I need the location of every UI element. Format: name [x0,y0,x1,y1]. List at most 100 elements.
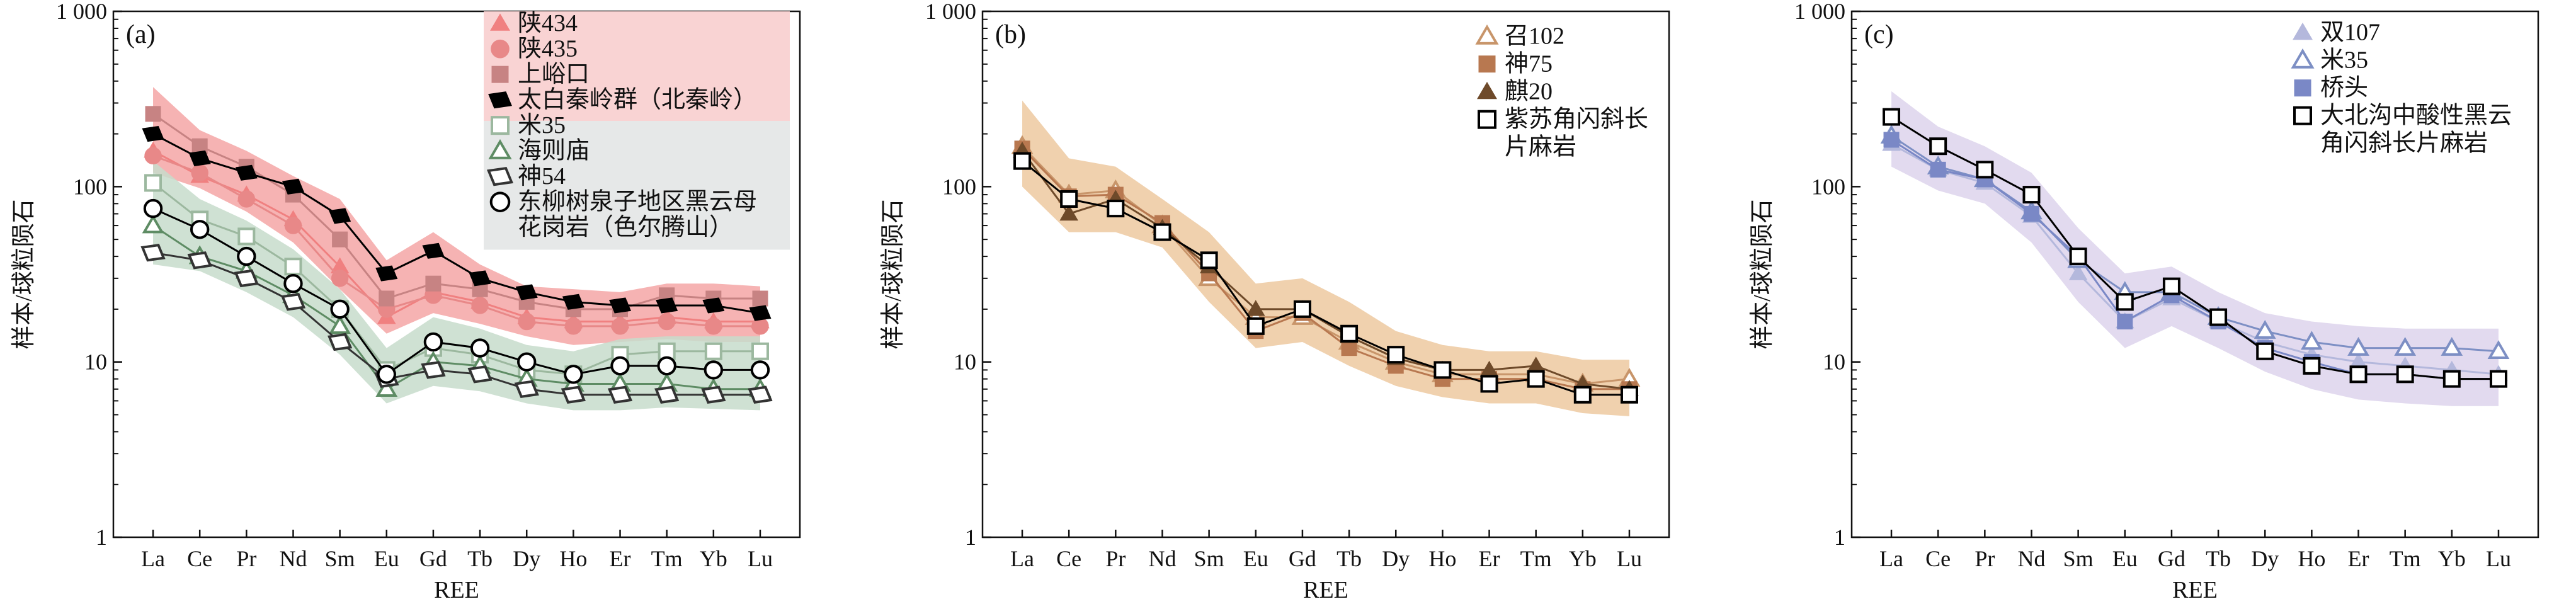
data-point [2068,264,2088,280]
data-point [237,246,256,266]
legend-label: 海则庙 [518,138,590,164]
legend-label: 陕434 [518,10,578,37]
x-tick-label: Eu [374,546,399,571]
legend-label: 上峪口 [518,61,590,88]
data-point [187,251,212,270]
x-tick-label: Tm [2390,546,2421,571]
legend-label: 米35 [2320,47,2368,74]
legend-label: 桥头 [2320,75,2368,101]
data-point [611,317,629,335]
x-tick-label: Gd [2158,546,2186,571]
data-point [607,385,633,404]
data-point [282,178,304,195]
x-tick-label: Lu [1617,546,1642,571]
y-tick-label: 1 [1834,525,1845,550]
x-tick-label: Gd [1289,546,1316,571]
data-point [190,220,210,239]
y-axis-title: 样本/球粒陨石 [11,199,37,350]
legend-label: 太白秦岭群（北秦岭） [518,87,757,113]
data-point [750,360,770,380]
data-point [330,299,350,319]
data-point [701,385,726,404]
data-point [2303,356,2321,375]
x-tick-label: Er [610,546,631,571]
y-tick-label: 1 [965,525,976,550]
data-point [1976,161,1994,179]
x-tick-label: Nd [279,546,307,571]
data-point [423,332,443,352]
x-tick-label: Pr [236,546,256,571]
data-point [1433,361,1452,379]
x-tick-label: Tb [2206,546,2231,571]
data-point [1883,108,1901,126]
y-tick-label: 10 [1823,350,1845,375]
x-tick-label: Lu [748,546,773,571]
legend-marker [1475,24,1499,45]
x-tick-label: Ho [559,546,587,571]
data-point [2300,331,2323,350]
data-point [2023,205,2039,222]
data-point [610,356,630,376]
data-point [657,356,676,376]
data-point [471,297,489,314]
data-point [1929,137,1947,156]
data-point [514,380,539,398]
data-point [280,293,306,311]
data-point [283,274,303,293]
legend-label: 神54 [518,163,566,190]
x-axis-title: REE [434,577,479,603]
x-tick-label: Dy [513,546,540,571]
data-point [751,342,769,360]
legend: 陕434陕435上峪口太白秦岭群（北秦岭）米35海则庙神54东柳树泉子地区黑云母… [486,10,757,241]
y-axis-title: 样本/球粒陨石 [880,199,906,350]
x-tick-label: Sm [2063,546,2094,571]
data-point [704,342,722,360]
x-tick-label: Tb [1336,546,1362,571]
data-point [705,317,722,335]
y-tick-label: 1 000 [56,0,107,24]
data-point [235,164,258,181]
data-point [2489,370,2507,388]
legend-label: 陕435 [518,36,578,62]
data-point [704,360,724,380]
data-point [421,361,446,379]
data-point [515,284,538,300]
legend-label: 花岗岩（色尔腾山） [518,214,733,241]
data-point [1620,385,1638,404]
legend-label: 麒20 [1505,79,1553,105]
data-point [140,243,166,262]
x-tick-label: Ce [1925,546,1951,571]
data-point [1527,370,1545,388]
data-point [329,315,351,334]
data-point [470,338,490,358]
x-tick-label: Tm [651,546,683,571]
y-tick-label: 100 [942,174,976,199]
range-band-2 [153,161,760,411]
x-tick-label: Lu [2486,546,2511,571]
x-tick-label: Dy [2251,546,2279,571]
data-point [2254,319,2276,339]
legend-marker [2294,79,2311,97]
legend-label: 神75 [1505,51,1553,77]
legend-label: 紫苏角闪斜长 [1505,106,1648,133]
data-point [1200,251,1218,270]
data-point [1153,223,1171,241]
plot-frame [112,10,801,538]
data-point [1246,300,1265,316]
data-point [658,312,676,331]
data-point [1293,300,1311,318]
x-tick-label: Nd [2017,546,2045,571]
legend-marker [486,166,514,186]
data-point [332,231,348,248]
data-point [562,293,584,310]
legend-marker [491,116,510,135]
x-tick-label: Eu [1243,546,1268,571]
data-point [1480,375,1498,393]
data-point [1930,161,1946,178]
data-point [2117,314,2133,330]
legend-label: 大北沟中酸性黑云 [2320,103,2512,129]
data-point [1013,152,1032,170]
